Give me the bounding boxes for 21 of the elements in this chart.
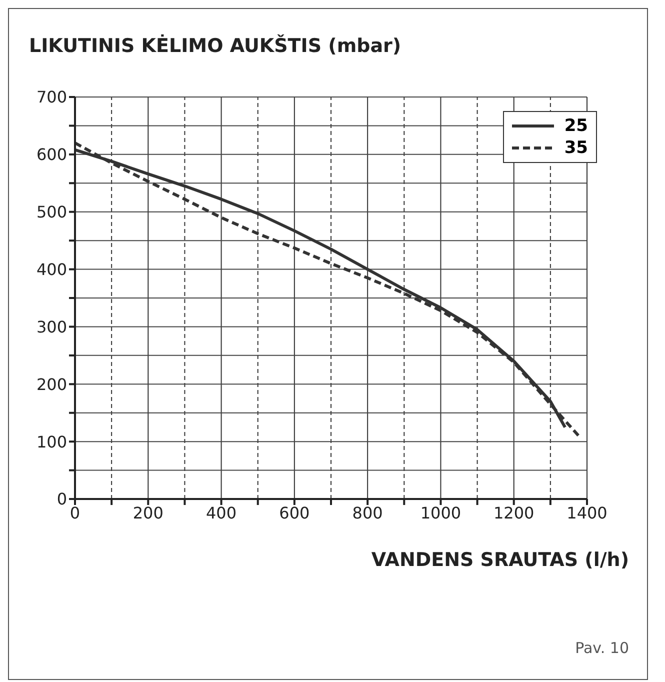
x-tick-label: 200 — [132, 503, 164, 522]
x-tick-label: 1400 — [566, 503, 608, 522]
x-tick-label: 1200 — [494, 503, 534, 522]
x-tick-label: 400 — [206, 503, 237, 522]
x-tick-label: 1000 — [420, 503, 462, 522]
x-tick-label: 600 — [279, 503, 310, 522]
y-axis-title: LIKUTINIS KĖLIMO AUKŠTIS (mbar) — [29, 35, 402, 57]
x-tick-label: 800 — [352, 503, 383, 522]
y-tick-label: 700 — [36, 88, 67, 107]
y-tick-label: 600 — [36, 145, 67, 164]
x-tick-label: 0 — [70, 503, 80, 522]
text: Pav. 10 — [575, 639, 629, 657]
x-axis-title: VANDENS SRAUTAS (l/h) — [371, 549, 629, 571]
y-tick-label: 200 — [36, 374, 67, 394]
legend-label: 25 — [564, 115, 588, 137]
y-tick-label: 500 — [36, 202, 67, 222]
y-tick-label: 300 — [36, 317, 67, 336]
y-tick-label: 400 — [36, 260, 67, 279]
legend-label: 35 — [564, 137, 588, 159]
y-tick-label: 0 — [56, 490, 67, 509]
y-tick-label: 100 — [36, 432, 67, 452]
